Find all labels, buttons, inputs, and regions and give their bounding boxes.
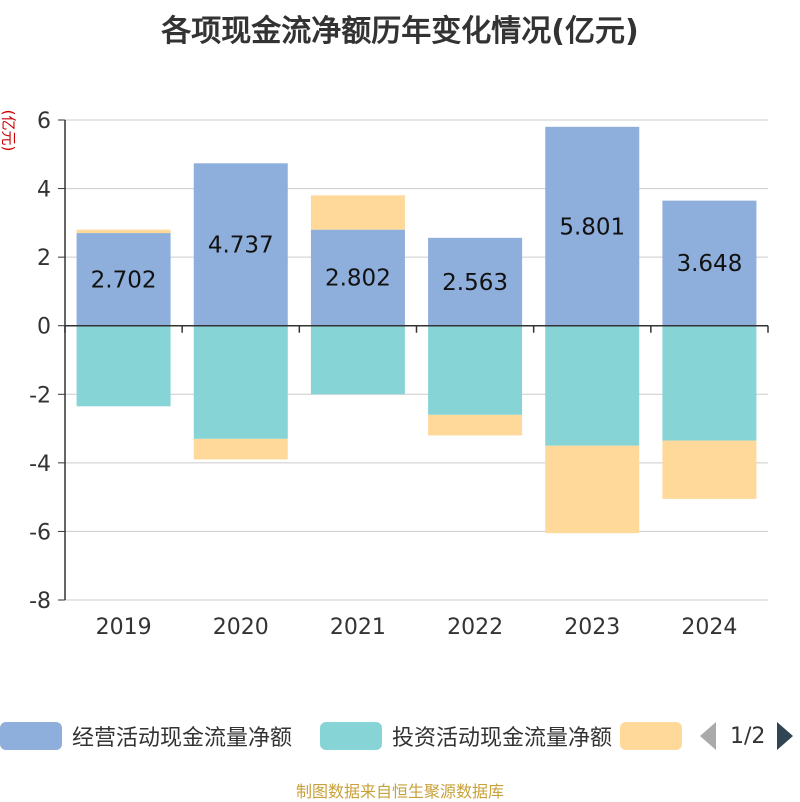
legend-item-financing[interactable] xyxy=(620,720,692,752)
y-tick-label-6: -6 xyxy=(29,520,51,545)
legend-swatch-financing xyxy=(620,722,682,750)
x-tick-label-2020: 2020 xyxy=(213,615,269,640)
legend-swatch-investing xyxy=(320,722,382,750)
y-tick-label-2: 2 xyxy=(37,246,51,271)
legend-next-icon[interactable] xyxy=(777,722,794,750)
data-label-2021: 2.802 xyxy=(325,266,391,292)
y-tick-label-7: -8 xyxy=(29,589,51,614)
bar-s0-2023 xyxy=(545,126,640,326)
bar-s2-2019 xyxy=(76,229,171,234)
bar-s2-2023 xyxy=(545,445,640,534)
bar-s0-2021 xyxy=(310,229,405,326)
data-label-2019: 2.702 xyxy=(91,267,157,293)
x-tick-label-2021: 2021 xyxy=(330,615,386,640)
data-label-2022: 2.563 xyxy=(442,270,508,296)
x-tick-label-2019: 2019 xyxy=(96,615,152,640)
bar-s0-2020 xyxy=(193,163,288,326)
y-tick-label-3: 0 xyxy=(37,315,51,340)
y-tick-label-0: 6 xyxy=(37,109,51,134)
legend-label-operating: 经营活动现金流量净额 xyxy=(72,726,293,751)
legend-prev-icon[interactable] xyxy=(700,722,716,750)
data-label-2024: 3.648 xyxy=(676,251,742,277)
x-tick-label-2022: 2022 xyxy=(447,615,503,640)
x-tick-label-2024: 2024 xyxy=(681,615,737,640)
bar-s1-2019 xyxy=(76,325,171,407)
bar-s1-2021 xyxy=(310,325,405,395)
legend: 经营活动现金流量净额 投资活动现金流量净额 1/2 xyxy=(0,712,800,758)
bar-s0-2024 xyxy=(662,200,757,326)
legend-item-operating[interactable]: 经营活动现金流量净额 xyxy=(0,720,292,752)
legend-pager: 1/2 xyxy=(700,720,794,752)
bar-s0-2019 xyxy=(76,233,171,326)
legend-swatch-operating xyxy=(0,722,62,750)
x-tick-label-2023: 2023 xyxy=(564,615,620,640)
data-label-2023: 5.801 xyxy=(559,214,625,240)
bar-s1-2023 xyxy=(545,325,640,446)
data-label-2020: 4.737 xyxy=(208,233,274,259)
y-tick-label-1: 4 xyxy=(37,178,51,203)
source-note: 制图数据来自恒生聚源数据库 xyxy=(295,782,504,801)
y-tick-label-5: -4 xyxy=(29,452,51,477)
bar-s2-2020 xyxy=(193,438,288,460)
legend-page-indicator: 1/2 xyxy=(730,723,766,749)
legend-item-investing[interactable]: 投资活动现金流量净额 xyxy=(320,720,612,752)
bar-s1-2020 xyxy=(193,325,288,439)
bar-s1-2024 xyxy=(662,325,757,441)
legend-label-investing: 投资活动现金流量净额 xyxy=(392,726,613,751)
bar-s1-2022 xyxy=(428,325,523,415)
chart-title: 各项现金流净额历年变化情况(亿元) xyxy=(161,14,639,49)
bar-s0-2022 xyxy=(428,237,523,326)
chart-area: 6 4 2 0 -2 -4 -6 -8 2.702 2019 4.737 2020 2.802 2021 2… xyxy=(29,109,769,640)
bar-s2-2021 xyxy=(310,195,405,230)
y-tick-label-4: -2 xyxy=(29,383,51,408)
bar-s2-2022 xyxy=(428,414,523,436)
bar-s2-2024 xyxy=(662,440,757,499)
